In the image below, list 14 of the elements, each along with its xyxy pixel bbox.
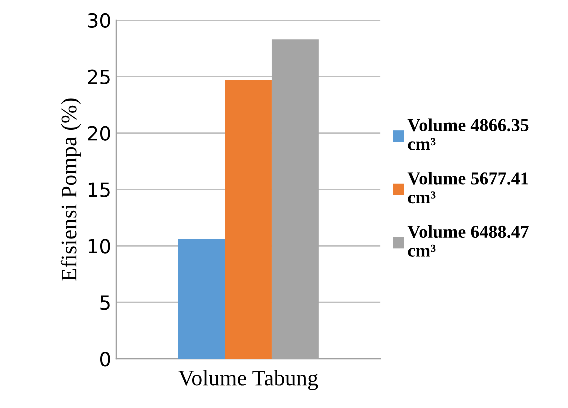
y-tick-label: 20 xyxy=(88,126,110,141)
legend-label: Volume 6488.47 cm³ xyxy=(408,225,529,257)
bar xyxy=(225,80,272,360)
bar xyxy=(178,239,226,360)
legend-label: Volume 5677.41 cm³ xyxy=(408,172,528,204)
y-axis-title: Efisiensi Pompa (%) xyxy=(60,98,82,282)
legend-label: Volume 4866.35 cm³ xyxy=(408,118,529,150)
x-tick-label: Volume Tabung xyxy=(178,370,318,390)
y-tick-label: 0 xyxy=(100,352,110,367)
y-tick-label: 30 xyxy=(88,13,110,28)
y-tick-label: 10 xyxy=(88,239,110,254)
y-tick-label: 25 xyxy=(88,70,110,85)
y-tick-label: 5 xyxy=(100,296,110,310)
y-tick-label: 15 xyxy=(88,182,110,198)
